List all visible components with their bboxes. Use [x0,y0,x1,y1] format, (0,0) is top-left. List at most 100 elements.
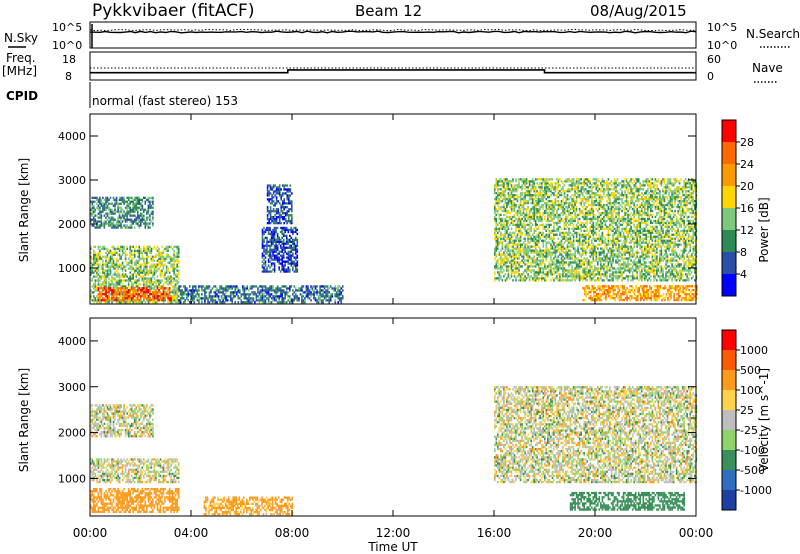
power-cell [100,291,103,294]
power-cell [494,231,496,234]
power-cell [516,221,519,225]
power-cell [263,297,265,300]
power-cell [512,243,514,246]
power-cell [527,241,529,244]
power-cell [528,198,531,201]
power-cell [155,295,157,298]
power-cell [536,233,538,236]
power-cell [127,204,130,207]
power-cell [296,270,299,273]
power-cell [210,291,212,294]
power-cell [513,251,516,254]
power-cell [563,269,566,272]
power-cell [537,267,540,270]
power-cell [587,263,590,266]
power-cell [544,188,546,191]
power-cell [301,297,303,300]
power-cell [105,247,107,250]
power-cell [159,265,162,268]
power-cell [105,287,107,290]
power-cell [547,217,549,221]
power-cell [278,287,280,290]
power-cell [580,221,582,225]
power-cell [165,295,168,298]
power-cell [560,259,563,262]
power-cell [279,226,282,230]
power-cell [114,285,116,288]
power-cell [161,298,163,302]
power-cell [589,255,591,258]
power-cell [507,209,510,213]
power-cell [550,237,552,240]
power-cell [572,217,575,221]
power-cell [115,273,118,276]
power-cell [524,182,526,185]
power-cell [284,228,286,232]
power-cell [527,190,529,193]
power-cell [537,202,540,205]
power-cell [539,211,541,215]
power-cell [559,233,561,236]
power-cell [537,235,540,238]
power-cell [137,301,139,304]
power-cell [583,223,585,226]
power-cell [528,279,531,282]
power-cell [510,267,513,270]
power-cell [533,219,535,223]
power-cell [524,225,526,228]
power-cell [578,263,581,266]
power-cell [174,293,177,296]
power-cell [509,205,511,209]
power-cell [531,257,534,260]
power-cell [525,180,528,183]
power-cell [153,285,156,288]
power-cell [140,208,142,211]
power-cell [495,225,498,228]
power-cell [284,212,287,215]
power-cell [150,267,153,270]
power-cell [519,233,522,236]
power-cell [503,239,505,242]
power-cell [269,248,271,251]
power-cell [495,253,498,256]
power-cell [150,285,153,288]
power-cell [132,285,134,288]
power-cell [507,273,510,276]
power-cell [135,218,138,221]
power-cell [240,301,243,304]
power-cell [547,182,549,185]
power-cell [518,223,520,226]
power-cell [325,285,327,288]
power-cell [168,298,171,302]
power-cell [519,223,522,226]
power-cell [563,209,566,213]
power-cell [509,217,511,221]
power-cell [268,218,270,221]
power-cell [263,266,265,269]
power-cell [566,233,569,236]
power-cell [581,225,584,228]
power-cell [190,291,193,294]
power-cell [326,285,329,288]
power-cell [102,247,104,250]
power-cell [286,220,288,223]
power-cell [536,190,538,193]
power-cell [109,255,112,258]
power-cell [199,285,202,288]
power-cell [530,221,532,225]
power-cell [323,295,326,298]
power-cell [133,218,136,221]
power-cell [214,293,217,296]
power-cell [283,186,285,189]
power-cell [534,200,537,203]
power-cell [144,249,147,252]
power-cell [337,285,339,288]
power-cell [173,259,175,262]
power-cell [245,295,247,298]
power-cell [115,251,118,254]
power-cell [272,190,275,193]
power-cell [504,194,507,197]
power-cell [554,194,557,197]
power-cell [195,293,197,296]
power-cell [133,287,136,290]
